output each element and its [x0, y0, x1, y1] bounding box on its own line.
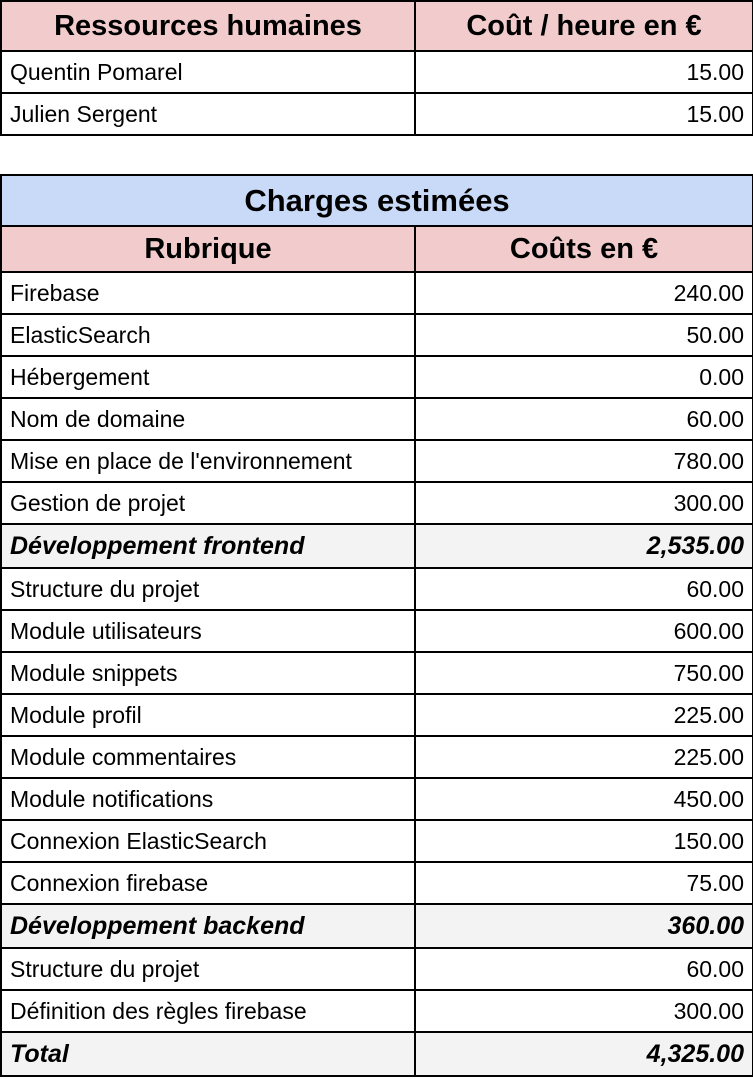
charges-row-name: Hébergement: [0, 355, 416, 399]
charges-row: Définition des règles firebase 300.00: [0, 989, 753, 1033]
charges-row-name: ElasticSearch: [0, 313, 416, 357]
charges-row-name: Structure du projet: [0, 567, 416, 611]
resources-row: Julien Sergent 15.00: [0, 92, 753, 136]
charges-header-name: Rubrique: [0, 225, 416, 273]
charges-row: Module profil 225.00: [0, 693, 753, 737]
charges-subtotal-row: Développement frontend 2,535.00: [0, 523, 753, 569]
resources-row-cost: 15.00: [414, 50, 753, 94]
charges-row-cost: 0.00: [414, 355, 753, 399]
resources-row: Quentin Pomarel 15.00: [0, 50, 753, 94]
charges-row: Structure du projet 60.00: [0, 947, 753, 991]
charges-row-name: Structure du projet: [0, 947, 416, 991]
resources-header-cost: Coût / heure en €: [414, 0, 753, 52]
charges-row-name: Module commentaires: [0, 735, 416, 779]
charges-row-name: Firebase: [0, 271, 416, 315]
charges-row-cost: 75.00: [414, 861, 753, 905]
charges-title: Charges estimées: [0, 174, 753, 227]
charges-row: Hébergement 0.00: [0, 355, 753, 399]
charges-row-name: Développement backend: [0, 903, 416, 949]
charges-row-cost: 60.00: [414, 947, 753, 991]
charges-row-cost: 240.00: [414, 271, 753, 315]
charges-row-cost: 2,535.00: [414, 523, 753, 569]
charges-row-cost: 600.00: [414, 609, 753, 653]
charges-row-cost: 360.00: [414, 903, 753, 949]
charges-row-cost: 4,325.00: [414, 1031, 753, 1077]
charges-row: Firebase 240.00: [0, 271, 753, 315]
charges-row: Module commentaires 225.00: [0, 735, 753, 779]
charges-row-name: Mise en place de l'environnement: [0, 439, 416, 483]
charges-row-cost: 225.00: [414, 693, 753, 737]
charges-table: Charges estimées Rubrique Coûts en € Fir…: [0, 174, 753, 1077]
charges-row: Connexion firebase 75.00: [0, 861, 753, 905]
charges-row: Module notifications 450.00: [0, 777, 753, 821]
charges-row-cost: 300.00: [414, 481, 753, 525]
charges-row-cost: 780.00: [414, 439, 753, 483]
charges-row-cost: 150.00: [414, 819, 753, 863]
charges-row-name: Module notifications: [0, 777, 416, 821]
resources-row-cost: 15.00: [414, 92, 753, 136]
resources-header-name: Ressources humaines: [0, 0, 416, 52]
charges-row-name: Connexion firebase: [0, 861, 416, 905]
resources-row-name: Quentin Pomarel: [0, 50, 416, 94]
charges-row-name: Nom de domaine: [0, 397, 416, 441]
charges-row: Structure du projet 60.00: [0, 567, 753, 611]
charges-row-cost: 60.00: [414, 567, 753, 611]
charges-row-name: Module snippets: [0, 651, 416, 695]
charges-row: Module utilisateurs 600.00: [0, 609, 753, 653]
charges-subtotal-row: Développement backend 360.00: [0, 903, 753, 949]
resources-row-name: Julien Sergent: [0, 92, 416, 136]
charges-row-name: Développement frontend: [0, 523, 416, 569]
charges-row-cost: 750.00: [414, 651, 753, 695]
charges-row-name: Connexion ElasticSearch: [0, 819, 416, 863]
charges-row-cost: 300.00: [414, 989, 753, 1033]
charges-row-cost: 450.00: [414, 777, 753, 821]
charges-row: Module snippets 750.00: [0, 651, 753, 695]
charges-row: Mise en place de l'environnement 780.00: [0, 439, 753, 483]
charges-row-name: Définition des règles firebase: [0, 989, 416, 1033]
charges-row-name: Total: [0, 1031, 416, 1077]
charges-row: Nom de domaine 60.00: [0, 397, 753, 441]
charges-row: Gestion de projet 300.00: [0, 481, 753, 525]
charges-row: ElasticSearch 50.00: [0, 313, 753, 357]
charges-row-cost: 50.00: [414, 313, 753, 357]
resources-header-row: Ressources humaines Coût / heure en €: [0, 0, 753, 52]
charges-row-name: Module profil: [0, 693, 416, 737]
resources-table: Ressources humaines Coût / heure en € Qu…: [0, 0, 753, 136]
charges-title-row: Charges estimées: [0, 174, 753, 227]
charges-header-row: Rubrique Coûts en €: [0, 225, 753, 273]
charges-row-cost: 60.00: [414, 397, 753, 441]
charges-subtotal-row: Total 4,325.00: [0, 1031, 753, 1077]
charges-row-name: Module utilisateurs: [0, 609, 416, 653]
charges-header-cost: Coûts en €: [414, 225, 753, 273]
charges-row: Connexion ElasticSearch 150.00: [0, 819, 753, 863]
charges-row-name: Gestion de projet: [0, 481, 416, 525]
charges-row-cost: 225.00: [414, 735, 753, 779]
